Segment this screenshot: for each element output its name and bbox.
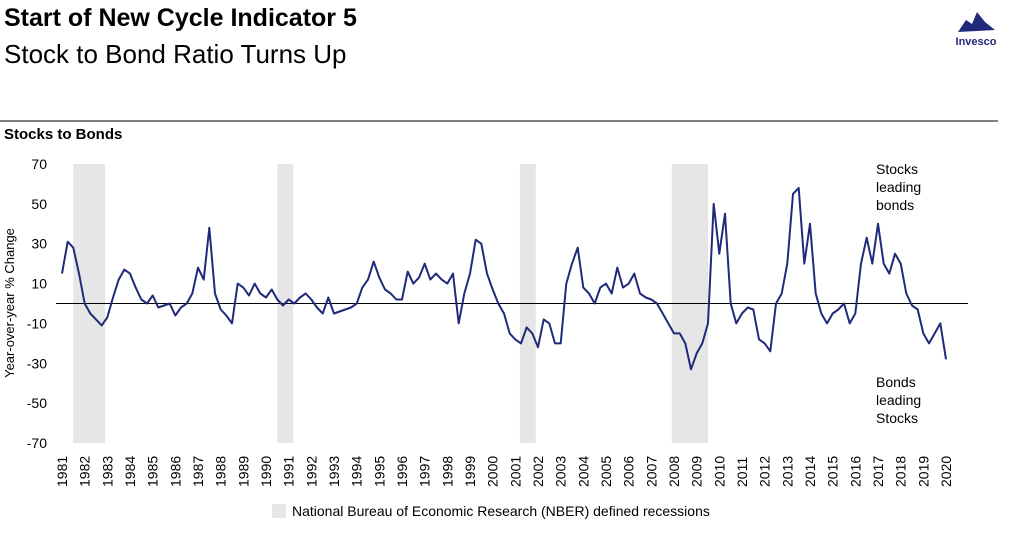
x-tick-label: 1983 (99, 456, 115, 487)
x-tick-label: 1986 (167, 456, 183, 487)
x-tick-label: 1992 (303, 456, 319, 487)
x-tick-label: 1996 (394, 456, 410, 487)
x-tick-label: 1982 (77, 456, 93, 487)
x-tick-label: 2007 (643, 456, 659, 487)
x-tick-label: 2010 (711, 456, 727, 487)
x-tick-label: 1989 (235, 456, 251, 487)
y-tick-label: -10 (27, 315, 47, 331)
x-tick-label: 2017 (870, 456, 886, 487)
logo-text: Invesco (956, 36, 997, 48)
x-tick-label: 1995 (371, 456, 387, 487)
x-tick-label: 2018 (893, 456, 909, 487)
x-tick-label: 2004 (575, 456, 591, 487)
logo-mark (958, 12, 995, 32)
y-tick-label: -70 (27, 435, 47, 451)
y-tick-label: 10 (31, 276, 47, 292)
x-tick-label: 2008 (666, 456, 682, 487)
annotation: leading (876, 179, 921, 195)
x-tick-label: 2012 (757, 456, 773, 487)
x-tick-label: 1981 (54, 456, 70, 487)
y-tick-label: 70 (31, 156, 47, 172)
annotation: Stocks (876, 161, 918, 177)
x-tick-label: 1997 (417, 456, 433, 487)
annotation: Bonds (876, 374, 916, 390)
x-tick-label: 1991 (281, 456, 297, 487)
x-tick-label: 1988 (213, 456, 229, 487)
x-tick-label: 2006 (621, 456, 637, 487)
x-tick-label: 2000 (485, 456, 501, 487)
logo: Invesco (956, 12, 997, 48)
legend-label: National Bureau of Economic Research (NB… (292, 503, 710, 519)
y-tick-label: -30 (27, 355, 47, 371)
x-tick-label: 2001 (507, 456, 523, 487)
y-axis-label: Year-over-year % Change (2, 228, 17, 378)
y-tick-label: 50 (31, 196, 47, 212)
x-tick-label: 1984 (122, 456, 138, 487)
y-tick-label: 30 (31, 236, 47, 252)
x-tick-label: 2005 (598, 456, 614, 487)
x-tick-label: 1990 (258, 456, 274, 487)
x-tick-label: 2011 (734, 457, 750, 487)
annotation: leading (876, 392, 921, 408)
annotation: Stocks (876, 410, 918, 426)
x-tick-label: 2013 (779, 456, 795, 487)
x-tick-label: 2014 (802, 456, 818, 487)
x-tick-label: 2020 (938, 456, 954, 487)
x-tick-label: 1994 (349, 456, 365, 487)
y-tick-label: -50 (27, 395, 47, 411)
x-tick-label: 1985 (145, 456, 161, 487)
x-tick-label: 1999 (462, 456, 478, 487)
x-tick-label: 2016 (847, 456, 863, 487)
page-title: Start of New Cycle Indicator 5 (4, 4, 357, 32)
x-tick-label: 2015 (825, 456, 841, 487)
data-line (61, 186, 947, 371)
x-tick-label: 2002 (530, 456, 546, 487)
x-tick-label: 1987 (190, 456, 206, 487)
x-tick-label: 2019 (915, 456, 931, 487)
x-tick-label: 1998 (439, 456, 455, 487)
x-tick-label: 2003 (553, 456, 569, 487)
chart-title: Stocks to Bonds (4, 126, 122, 143)
legend-swatch (272, 504, 286, 518)
annotation: bonds (876, 197, 914, 213)
x-tick-label: 2009 (689, 456, 705, 487)
x-tick-label: 1993 (326, 456, 342, 487)
page-subtitle: Stock to Bond Ratio Turns Up (4, 39, 347, 69)
